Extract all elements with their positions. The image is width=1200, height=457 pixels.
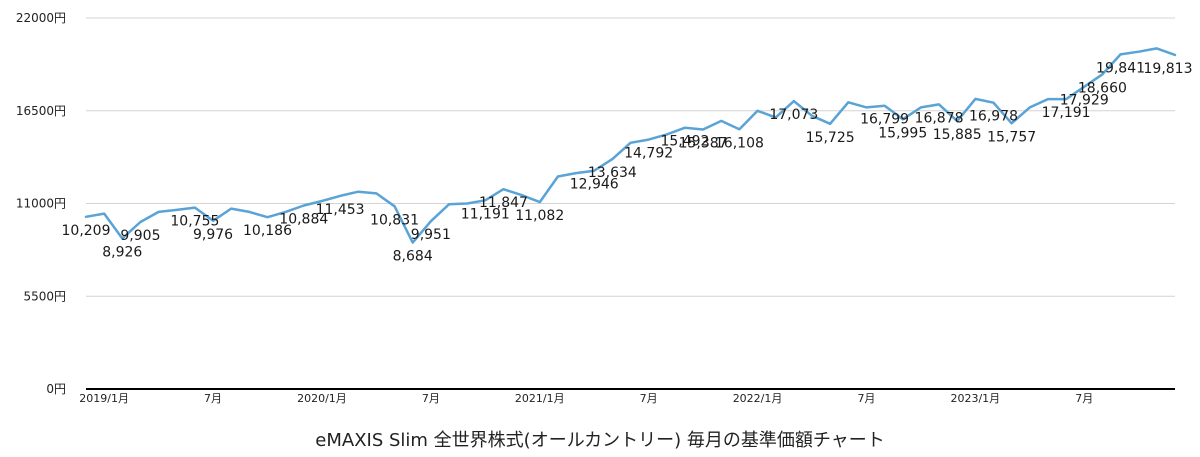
data-label: 11,082 — [515, 208, 564, 224]
y-tick-label: 22000円 — [16, 11, 66, 25]
data-label: 19,841 — [1096, 60, 1145, 76]
y-tick-label: 16500円 — [16, 104, 66, 118]
x-tick-label: 2023/1月 — [950, 392, 1000, 405]
data-label: 17,929 — [1060, 93, 1109, 109]
data-label: 16,978 — [969, 109, 1018, 125]
data-label: 17,073 — [769, 107, 818, 123]
data-label: 16,799 — [860, 112, 909, 128]
data-label: 9,976 — [193, 227, 233, 243]
data-label: 9,951 — [411, 227, 451, 243]
data-label: 15,995 — [878, 125, 927, 141]
data-label: 10,186 — [243, 223, 292, 239]
data-label: 15,757 — [987, 129, 1036, 145]
data-label: 16,108 — [715, 135, 764, 151]
data-label: 11,453 — [316, 202, 365, 218]
data-label: 12,946 — [570, 177, 619, 193]
data-label: 10,884 — [279, 211, 328, 227]
data-label: 15,725 — [806, 130, 855, 146]
x-tick-label: 7月 — [857, 392, 875, 405]
data-label: 13,634 — [588, 165, 637, 181]
data-label: 19,813 — [1144, 61, 1193, 77]
x-tick-label: 2021/1月 — [515, 392, 565, 405]
data-label: 14,792 — [624, 146, 673, 162]
x-tick-label: 2022/1月 — [733, 392, 783, 405]
y-tick-label: 5500円 — [23, 289, 66, 303]
data-label: 15,492 — [660, 134, 709, 150]
data-label: 17,191 — [1042, 105, 1091, 121]
x-tick-label: 2019/1月 — [79, 392, 129, 405]
data-label: 8,926 — [102, 244, 142, 260]
x-tick-label: 2020/1月 — [297, 392, 347, 405]
x-tick-label: 7月 — [640, 392, 658, 405]
data-label: 11,847 — [479, 195, 528, 211]
x-tick-label: 7月 — [1075, 392, 1093, 405]
x-axis-ticks: 2019/1月 7月 2020/1月 7月 2021/1月 7月 2022/1月 7月 2023… — [79, 392, 1093, 405]
data-label: 10,209 — [62, 223, 111, 239]
data-label: 18,660 — [1078, 80, 1127, 96]
data-label: 11,191 — [461, 206, 510, 222]
data-label: 9,905 — [120, 228, 160, 244]
data-label: 10,831 — [370, 212, 419, 228]
y-tick-label: 0円 — [46, 382, 66, 396]
data-label: 15,387 — [679, 136, 728, 152]
data-label: 16,878 — [915, 110, 964, 126]
data-label: 10,755 — [170, 214, 219, 230]
y-axis-ticks: 0円 5500円 11000円 16500円 22000円 — [16, 11, 66, 396]
y-tick-label: 11000円 — [16, 197, 66, 211]
data-label: 8,684 — [393, 249, 433, 265]
chart-title: eMAXIS Slim 全世界株式(オールカントリー) 毎月の基準価額チャート — [315, 430, 884, 451]
gridlines — [86, 17, 1175, 297]
x-tick-label: 7月 — [204, 392, 222, 405]
data-label: 15,885 — [933, 127, 982, 143]
x-tick-label: 7月 — [422, 392, 440, 405]
series-line — [84, 47, 1177, 244]
